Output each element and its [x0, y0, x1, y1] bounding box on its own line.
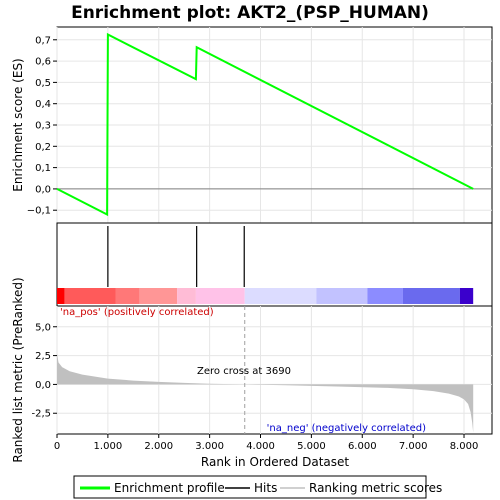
es-y-tick-label: 0,7 — [35, 35, 51, 46]
es-y-ticks: −0,1 0,0 0,1 0,2 0,3 0,4 0,5 0,6 0,7 — [27, 35, 57, 217]
gradient-segment — [64, 288, 116, 304]
x-axis-label: Rank in Ordered Dataset — [201, 455, 349, 469]
chart-title: Enrichment plot: AKT2_(PSP_HUMAN) — [71, 3, 429, 23]
gradient-segment — [57, 288, 65, 304]
legend: Enrichment profile Hits Ranking metric s… — [73, 475, 442, 499]
es-panel: −0,1 0,0 0,1 0,2 0,3 0,4 0,5 0,6 0,7 Enrichment … — [11, 26, 493, 224]
metric-y-tick-label: 5,0 — [35, 322, 51, 333]
negative-correlation-label: 'na_neg' (negatively correlated) — [267, 423, 426, 434]
es-y-tick-label: 0,3 — [35, 121, 51, 132]
legend-label-enrichment-profile: Enrichment profile — [114, 481, 225, 495]
x-tick-label: 7.000 — [399, 441, 428, 452]
es-y-tick-label: −0,1 — [27, 206, 51, 217]
gradient-segment — [244, 288, 317, 304]
x-tick-label: 5.000 — [297, 441, 326, 452]
x-tick-label: 3.000 — [195, 441, 224, 452]
hit-markers — [107, 226, 245, 287]
gradient-segment — [459, 288, 474, 304]
gradient-segment — [367, 288, 403, 304]
metric-y-tick-label: -2,5 — [31, 409, 51, 420]
metric-y-ticks: -2,5 0,0 2,5 5,0 — [31, 322, 57, 420]
x-tick-label: 2.000 — [144, 441, 173, 452]
es-y-tick-label: 0,6 — [35, 57, 51, 68]
gradient-segment — [402, 288, 460, 304]
gradient-segment — [115, 288, 140, 304]
metric-panel-frame — [56, 305, 493, 435]
enrichment-profile-line — [56, 32, 474, 217]
gradient-segment — [316, 288, 368, 304]
x-tick-label: 6.000 — [348, 441, 377, 452]
metric-panel: -2,5 0,0 2,5 5,0 'na_pos' (positively corre… — [11, 277, 493, 463]
es-y-axis-label: Enrichment score (ES) — [11, 58, 25, 191]
gradient-segment — [139, 288, 178, 304]
metric-y-tick-label: 0,0 — [35, 380, 51, 391]
es-y-tick-label: 0,2 — [35, 142, 51, 153]
es-y-tick-label: 0,0 — [35, 184, 51, 195]
es-y-tick-label: 0,4 — [35, 99, 51, 110]
hits-panel — [56, 222, 493, 307]
metric-y-tick-label: 2,5 — [35, 351, 51, 362]
es-y-tick-label: 0,5 — [35, 78, 51, 89]
x-tick-label: 0 — [54, 441, 60, 452]
legend-frame — [73, 475, 427, 499]
x-tick-label: 1.000 — [94, 441, 123, 452]
positive-correlation-label: 'na_pos' (positively correlated) — [60, 307, 214, 318]
gradient-segment — [177, 288, 196, 304]
x-tick-label: 8.000 — [450, 441, 479, 452]
metric-gridlines — [56, 306, 492, 434]
x-tick-label: 4.000 — [246, 441, 275, 452]
legend-label-hits: Hits — [254, 481, 277, 495]
es-y-tick-label: 0,1 — [35, 163, 51, 174]
metric-y-axis-label: Ranked list metric (PreRanked) — [11, 277, 25, 462]
x-axis-ticks: 0 1.000 2.000 3.000 4.000 5.000 6.000 7.000 8.00… — [54, 434, 479, 452]
legend-label-ranking-metric: Ranking metric scores — [309, 481, 442, 495]
ranking-gradient-bar — [57, 288, 474, 304]
gradient-segment — [195, 288, 245, 304]
zero-cross-label: Zero cross at 3690 — [197, 366, 291, 377]
